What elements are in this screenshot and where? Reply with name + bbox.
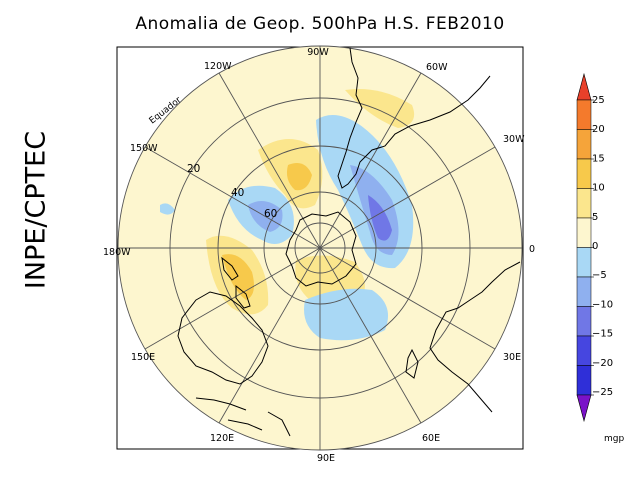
chart-title: Anomalia de Geop. 500hPa H.S. FEB2010	[135, 14, 505, 34]
colorbar-tick-label: −10	[592, 299, 613, 310]
coastline-south-america	[337, 47, 491, 189]
colorbar-tick-label: 5	[592, 212, 598, 223]
lon-label-30w: 30W	[503, 134, 525, 145]
positive-anomaly-indian-core	[222, 254, 254, 300]
latitude-labels: 20 40 60	[187, 163, 277, 220]
lon-label-60e: 60E	[422, 433, 440, 444]
lon-label-90e: 90E	[317, 453, 335, 464]
negative-anomaly-southeast	[304, 288, 389, 341]
positive-anomaly-north	[345, 89, 415, 128]
colorbar-bottom-arrow	[576, 394, 592, 423]
longitude-lines	[118, 46, 522, 450]
colorbar-swatch	[576, 217, 592, 248]
colorbar-tick-label: 25	[592, 95, 605, 106]
colorbar-swatch	[576, 158, 592, 189]
coastline-madagascar	[405, 348, 419, 379]
colorbar-swatch	[576, 276, 592, 307]
colorbar-swatch	[576, 129, 592, 160]
lon-label-90w: 90W	[307, 47, 329, 58]
longitude-labels: 90W 60W 30W 0 30E 60E 90E 120E 150E 180W…	[103, 47, 535, 464]
coastline-australia	[177, 291, 269, 385]
colorbar-tick-label: −15	[592, 329, 613, 340]
colorbar-swatch	[576, 365, 592, 396]
colorbar-tick-label: −25	[592, 387, 613, 398]
colorbar-swatch	[576, 335, 592, 366]
colorbar-swatch	[576, 247, 592, 278]
lon-label-150e: 150E	[131, 352, 155, 363]
colorbar-swatch	[576, 99, 592, 130]
colorbar: 25 20 15 10 5 0 −5 −10 −15 −20 −25 mgp	[576, 72, 624, 444]
colorbar-tick-label: −5	[592, 270, 607, 281]
colorbar-tick-label: 0	[592, 241, 598, 252]
lon-label-120w: 120W	[204, 61, 232, 72]
colorbar-swatch	[576, 306, 592, 337]
lat-label-20: 20	[187, 163, 200, 175]
lat-label-40: 40	[231, 187, 244, 199]
colorbar-tick-label: 20	[592, 124, 605, 135]
negative-anomaly-small	[160, 203, 175, 215]
colorbar-unit: mgp	[604, 434, 624, 444]
lon-label-30e: 30E	[503, 352, 521, 363]
colorbar-swatch	[576, 188, 592, 219]
lon-label-60w: 60W	[426, 62, 448, 73]
lat-label-60: 60	[264, 208, 277, 220]
lon-label-0: 0	[529, 244, 535, 255]
negative-anomaly-atlantic-peak	[368, 195, 392, 241]
coastlines	[177, 47, 521, 437]
coastline-indonesia	[195, 397, 291, 437]
coastline-africa	[429, 261, 521, 413]
positive-anomaly-pacific-core	[286, 162, 312, 191]
lon-label-120e: 120E	[210, 433, 234, 444]
coastline-new-zealand	[221, 256, 251, 309]
lon-label-180w: 180W	[103, 247, 131, 258]
colorbar-tick-label: −20	[592, 358, 613, 369]
colorbar-tick-label: 15	[592, 153, 605, 164]
colorbar-tick-label: 10	[592, 183, 605, 194]
coastline-antarctica	[285, 211, 357, 287]
lon-label-150w: 150W	[130, 143, 158, 154]
colorbar-top-arrow	[576, 72, 592, 101]
